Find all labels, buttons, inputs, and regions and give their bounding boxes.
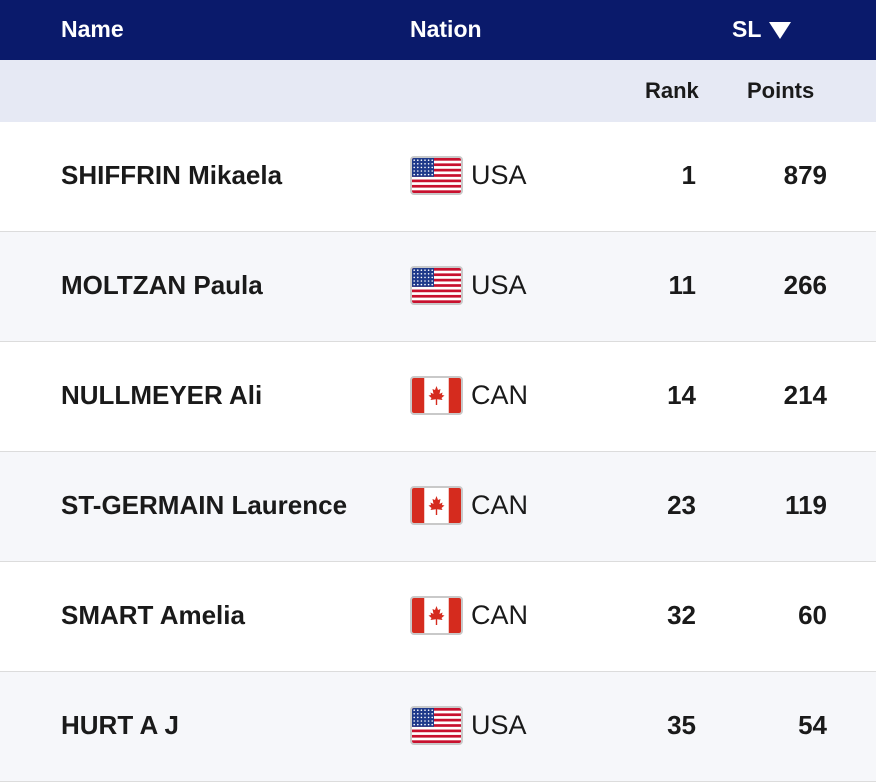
rank-value: 32	[667, 600, 696, 630]
nation-code: CAN	[471, 380, 529, 410]
table-row[interactable]: NULLMEYER Ali CAN 14 214	[0, 342, 876, 452]
table-row[interactable]: ST-GERMAIN Laurence CAN 23 119	[0, 452, 876, 562]
rank-value: 14	[667, 380, 696, 410]
rank-value: 1	[681, 160, 696, 190]
nation-code: CAN	[471, 490, 529, 520]
points-value: 214	[783, 380, 827, 410]
athlete-name[interactable]: HURT A J	[61, 710, 179, 740]
usa-flag-icon	[410, 266, 463, 305]
table-row[interactable]: SHIFFRIN Mikaela USA 1 879	[0, 122, 876, 232]
column-header-rank[interactable]: Rank	[645, 78, 699, 103]
athlete-name[interactable]: SMART Amelia	[61, 600, 245, 630]
rank-value: 23	[667, 490, 696, 520]
rank-value: 11	[668, 270, 697, 300]
column-header-nation[interactable]: Nation	[410, 16, 482, 42]
table-row[interactable]: MOLTZAN Paula USA 11 266	[0, 232, 876, 342]
nation-code: CAN	[471, 600, 529, 630]
athlete-name[interactable]: ST-GERMAIN Laurence	[61, 490, 348, 520]
table-header: Name Nation SL	[0, 0, 876, 60]
column-header-points[interactable]: Points	[747, 78, 815, 103]
canada-flag-icon	[410, 376, 463, 415]
nation-code: USA	[471, 710, 527, 740]
table-body: SHIFFRIN Mikaela USA 1 879 MOLTZAN Paula US…	[0, 122, 876, 782]
usa-flag-icon	[410, 156, 463, 195]
nation-code: USA	[471, 160, 527, 190]
points-value: 266	[783, 270, 827, 300]
column-header-name[interactable]: Name	[61, 16, 124, 42]
usa-flag-icon	[410, 706, 463, 745]
points-value: 54	[798, 710, 827, 740]
caret-down-icon	[769, 21, 792, 39]
nation-code: USA	[471, 270, 527, 300]
discipline-label: SL	[732, 16, 762, 42]
canada-flag-icon	[410, 486, 463, 525]
rank-value: 35	[667, 710, 696, 740]
points-value: 879	[783, 160, 827, 190]
athlete-name[interactable]: MOLTZAN Paula	[61, 270, 263, 300]
points-value: 119	[785, 490, 827, 520]
athlete-name[interactable]: NULLMEYER Ali	[61, 380, 263, 410]
table-subheader: Rank Points	[0, 60, 876, 122]
table-row[interactable]: HURT A J USA 35 54	[0, 672, 876, 782]
discipline-sort-button[interactable]: SL	[732, 16, 792, 43]
points-value: 60	[798, 600, 827, 630]
athlete-name[interactable]: SHIFFRIN Mikaela	[61, 160, 283, 190]
table-row[interactable]: SMART Amelia CAN 32 60	[0, 562, 876, 672]
canada-flag-icon	[410, 596, 463, 635]
